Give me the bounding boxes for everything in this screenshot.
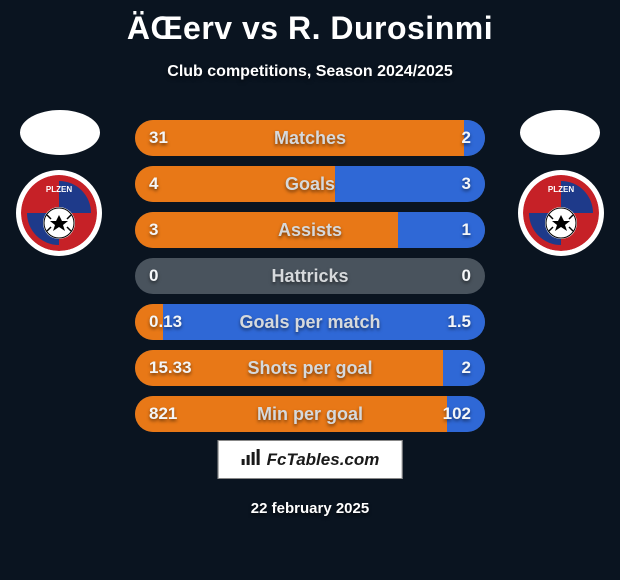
stat-value-left: 821 — [149, 404, 177, 424]
comparison-title: ÄŒerv vs R. Durosinmi — [0, 0, 620, 47]
stat-value-right: 102 — [443, 404, 471, 424]
plzen-badge-icon: PLZEN — [21, 175, 97, 251]
club-badge-right: PLZEN — [518, 170, 604, 256]
stat-fill-left — [135, 212, 398, 248]
comparison-date: 22 february 2025 — [0, 500, 620, 517]
svg-text:PLZEN: PLZEN — [548, 185, 574, 194]
attribution-badge: FcTables.com — [218, 440, 403, 479]
stat-value-right: 2 — [462, 128, 471, 148]
stat-label: Assists — [278, 220, 342, 241]
stat-value-right: 2 — [462, 358, 471, 378]
stat-row: 0.13 1.5 Goals per match — [135, 304, 485, 340]
stats-table: 312Matches43Goals31Assists00Hattricks0.1… — [135, 120, 485, 442]
svg-text:PLZEN: PLZEN — [46, 185, 72, 194]
attribution-text: FcTables.com — [267, 450, 380, 470]
stat-value-left: 0.13 — [149, 312, 182, 332]
stat-value-right: 3 — [462, 174, 471, 194]
stat-row: 0 0 Hattricks — [135, 258, 485, 294]
stat-value-right: 1 — [462, 220, 471, 240]
stat-value-left: 15.33 — [149, 358, 192, 378]
stat-value-left: 4 — [149, 174, 158, 194]
stat-label: Shots per goal — [247, 358, 372, 379]
stat-label: Hattricks — [271, 266, 348, 287]
stat-value-left: 31 — [149, 128, 168, 148]
season-subtitle: Club competitions, Season 2024/2025 — [0, 63, 620, 81]
stat-row: 31 2 Matches — [135, 120, 485, 156]
stat-label: Matches — [274, 128, 346, 149]
stat-row: 15.33 2 Shots per goal — [135, 350, 485, 386]
club-badge-left: PLZEN — [16, 170, 102, 256]
stat-value-left: 3 — [149, 220, 158, 240]
stat-label: Goals — [285, 174, 335, 195]
stat-label: Goals per match — [239, 312, 380, 333]
stat-label: Min per goal — [257, 404, 363, 425]
stat-row: 3 1 Assists — [135, 212, 485, 248]
stat-fill-right — [398, 212, 486, 248]
stat-value-right: 0 — [462, 266, 471, 286]
plzen-badge-icon: PLZEN — [523, 175, 599, 251]
stat-row: 4 3 Goals — [135, 166, 485, 202]
stat-value-left: 0 — [149, 266, 158, 286]
stat-row: 821 102 Min per goal — [135, 396, 485, 432]
chart-icon — [241, 449, 261, 470]
stat-value-right: 1.5 — [447, 312, 471, 332]
